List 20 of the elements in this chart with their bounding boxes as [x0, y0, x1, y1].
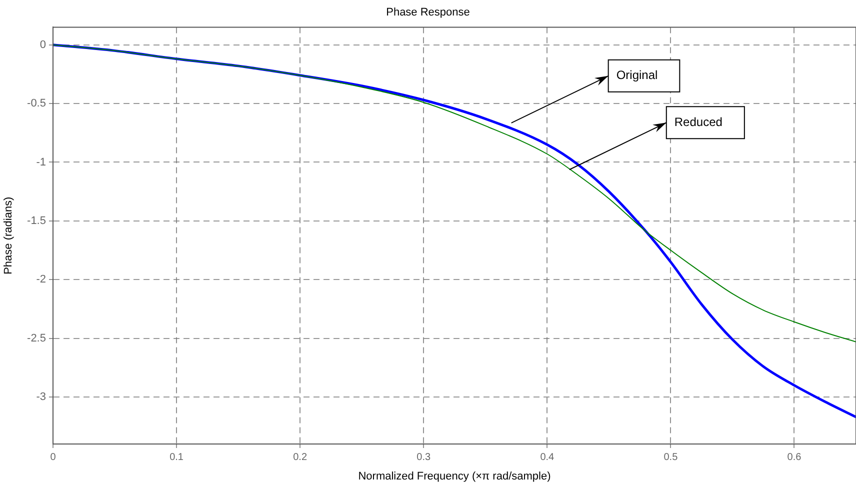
x-tick-label: 0.5 [664, 452, 678, 463]
x-tick-label: 0.4 [540, 452, 555, 463]
annotation: Reduced [674, 114, 722, 129]
y-axis-title: Phase (radians) [2, 196, 15, 274]
line-series [53, 44, 856, 342]
x-tick-label: 0 [50, 452, 56, 463]
y-tick-label: 0 [40, 38, 46, 51]
y-tick-label: -2 [36, 274, 46, 286]
chart-title: Phase Response [386, 6, 470, 19]
y-tick-label: -2.5 [27, 332, 46, 344]
x-tick-label: 0.1 [170, 452, 184, 463]
annotation: Original [616, 68, 658, 82]
x-tick-label: 0.2 [293, 452, 308, 463]
x-tick-label: 0.6 [787, 452, 802, 463]
y-tick-label: -3 [36, 391, 46, 404]
y-tick-label: -0.5 [27, 98, 46, 110]
x-tick-label: 0.3 [416, 452, 431, 463]
y-tick-label: -1 [36, 156, 46, 168]
y-tick-label: -1.5 [27, 214, 46, 227]
x-axis-title: Normalized Frequency (×π rad/sample) [358, 470, 551, 482]
